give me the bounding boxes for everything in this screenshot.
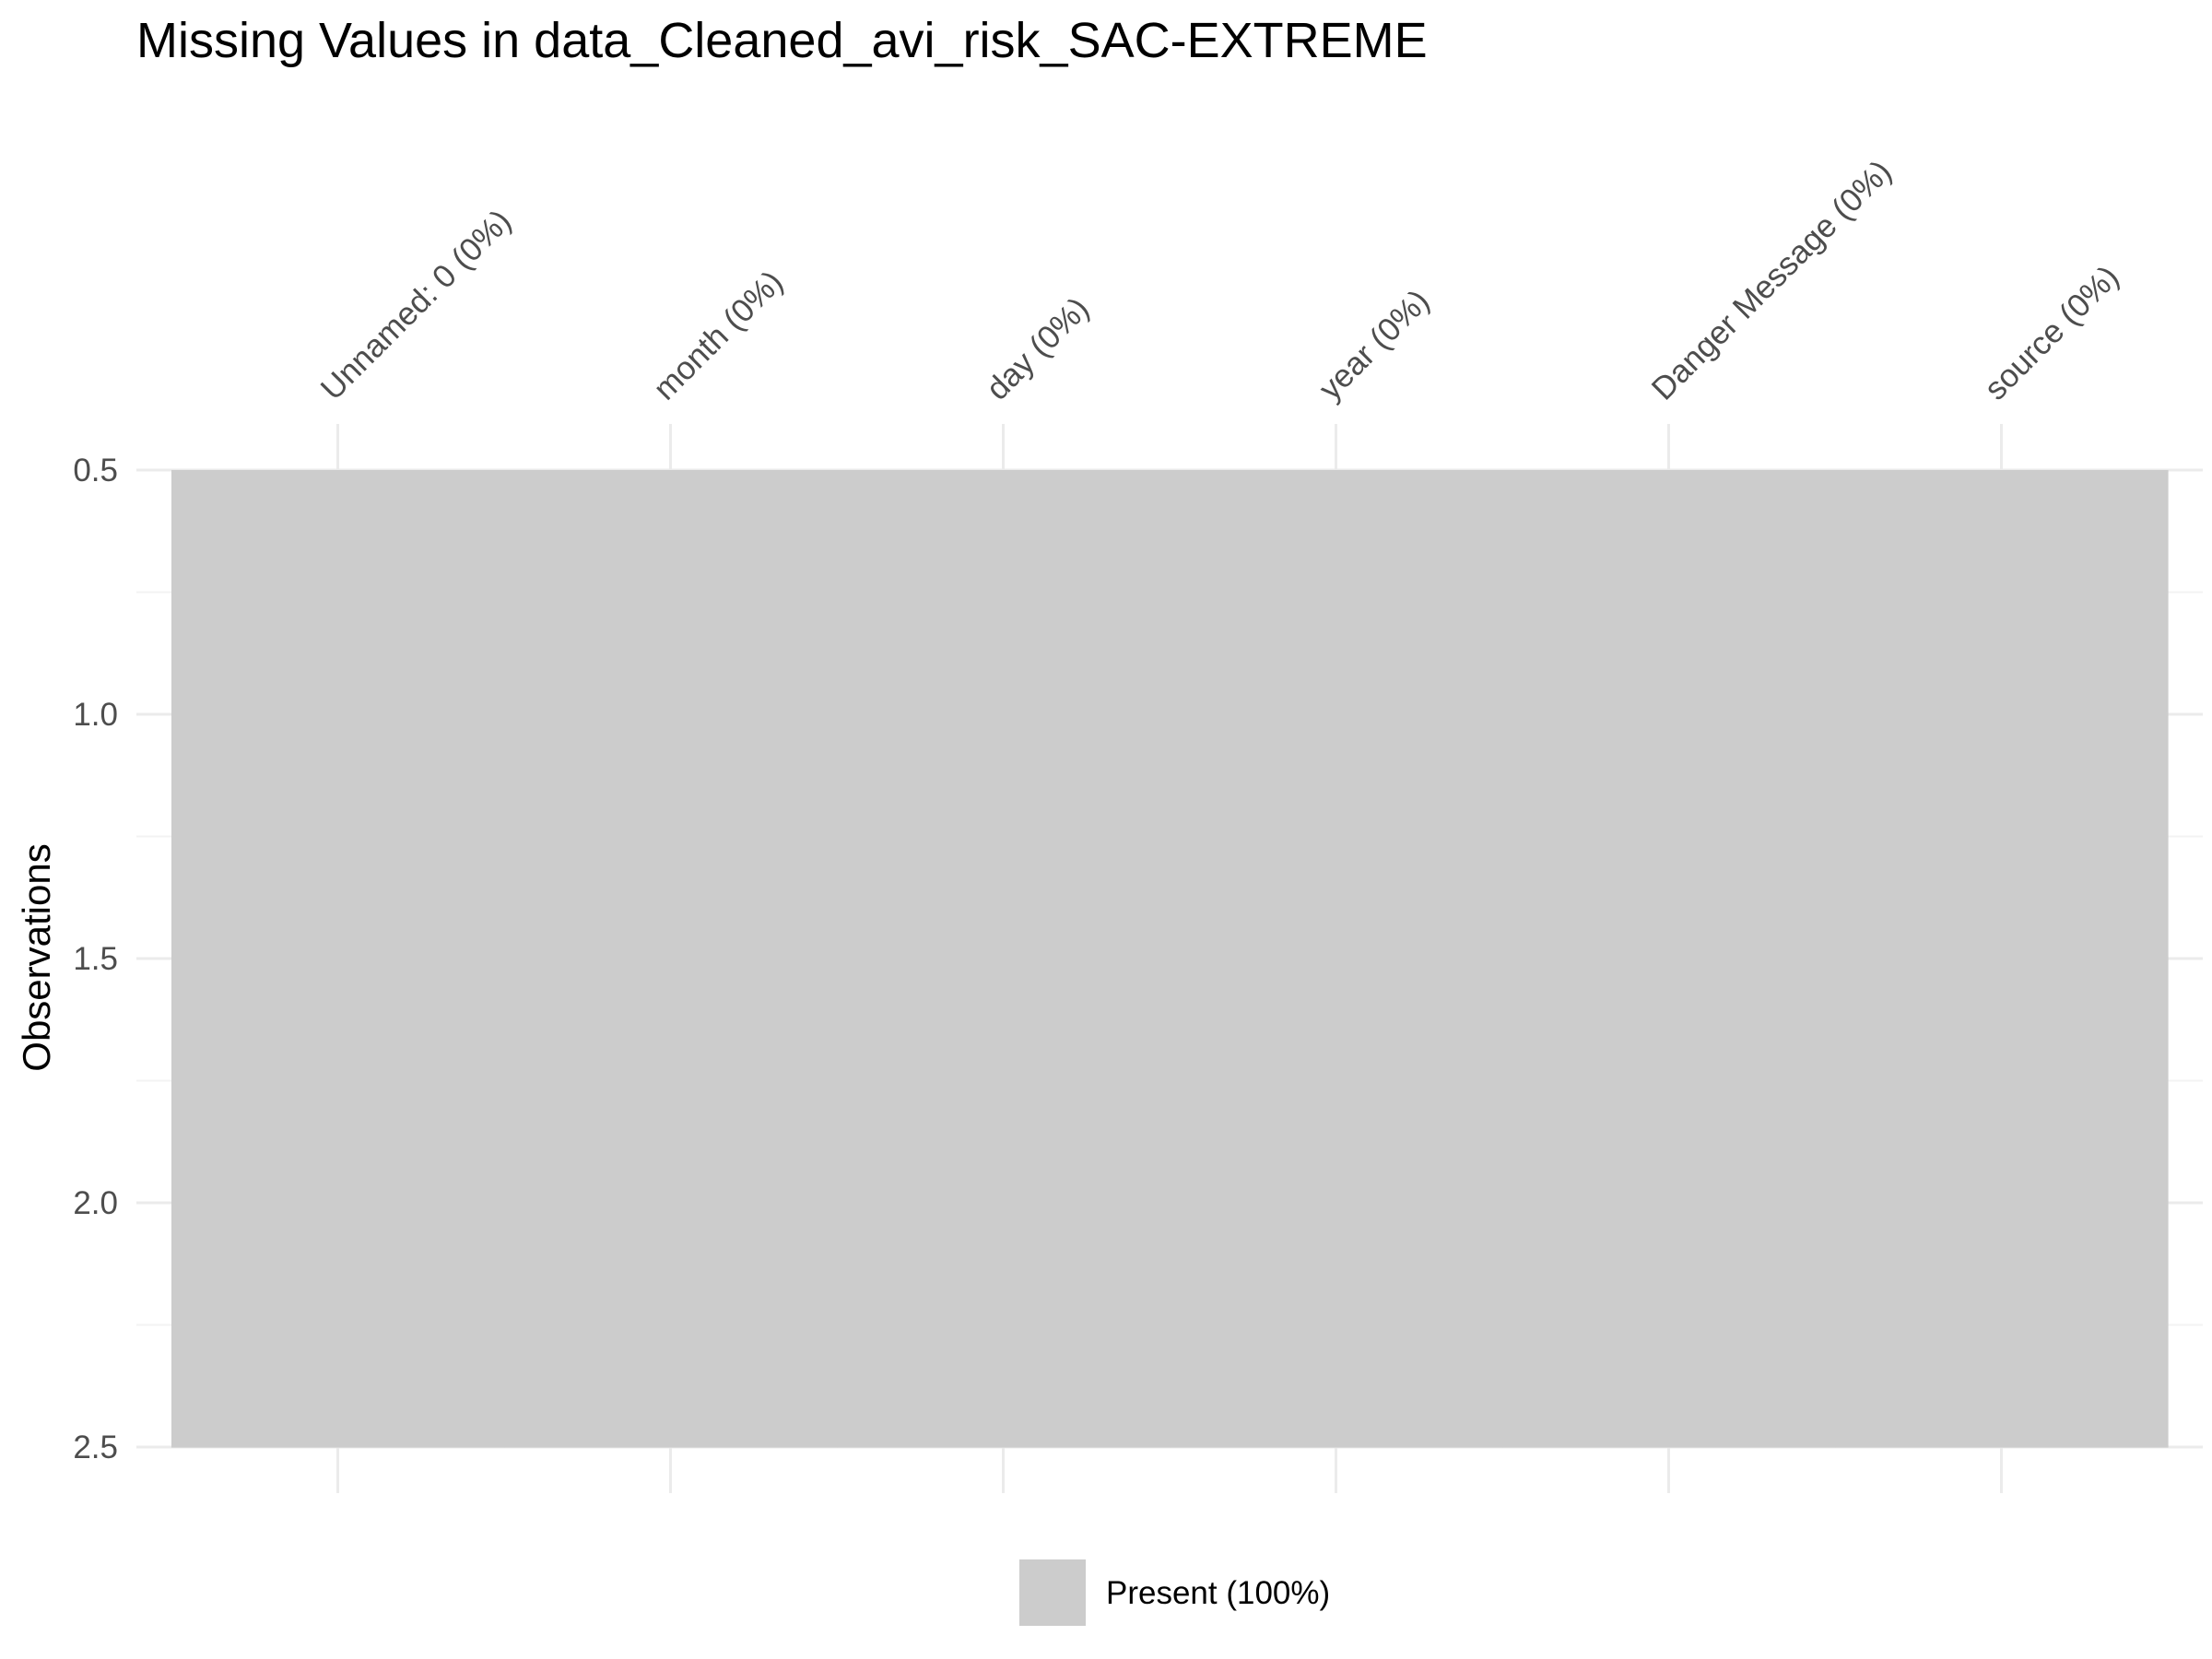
cell-present <box>504 470 838 959</box>
chart-title: Missing Values in data_Cleaned_avi_risk_… <box>136 13 1428 68</box>
cell-present <box>1835 470 2169 959</box>
legend: Present (100%) <box>1019 1559 1330 1626</box>
cell-present <box>1502 959 1836 1448</box>
cell-grid <box>171 470 2169 1448</box>
y-tick-label: 1.5 <box>73 941 118 977</box>
cell-present <box>1170 470 1503 959</box>
y-tick-label: 0.5 <box>73 453 118 488</box>
cell-present <box>1170 959 1503 1448</box>
cell-present <box>171 470 505 959</box>
cell-present <box>837 959 1171 1448</box>
cell-present <box>504 959 838 1448</box>
y-tick-label: 1.0 <box>73 697 118 733</box>
legend-swatch-present <box>1019 1559 1086 1626</box>
y-tick-label: 2.0 <box>73 1185 118 1221</box>
cell-present <box>1835 959 2169 1448</box>
cell-present <box>1502 470 1836 959</box>
y-tick-label: 2.5 <box>73 1430 118 1465</box>
y-tick-labels: 0.5 1.0 1.5 2.0 2.5 <box>73 453 118 1465</box>
cell-present <box>837 470 1171 959</box>
legend-label: Present (100%) <box>1106 1575 1330 1611</box>
y-axis-title: Observations <box>15 843 58 1071</box>
cell-present <box>171 959 505 1448</box>
